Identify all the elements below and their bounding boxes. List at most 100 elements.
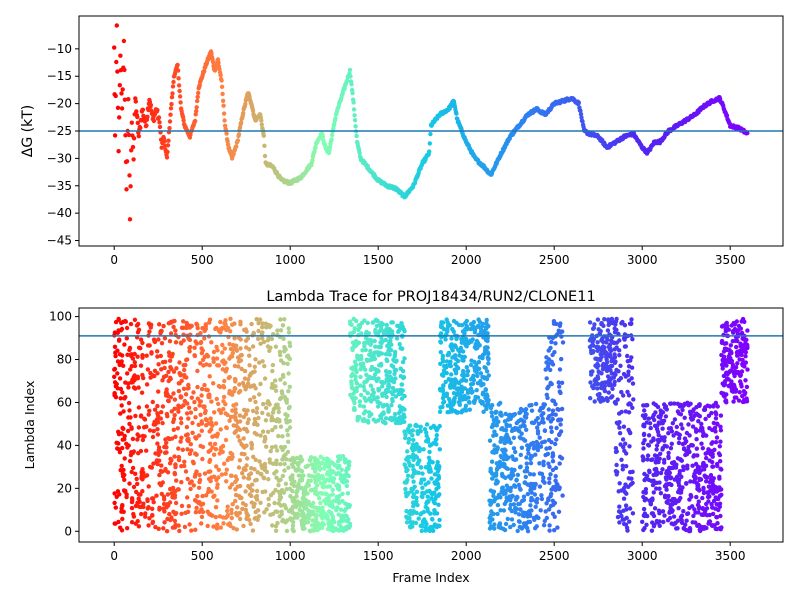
- lambda-point: [504, 499, 509, 504]
- lambda-point: [246, 417, 251, 422]
- lambda-point: [613, 359, 618, 364]
- lambda-point: [455, 386, 460, 391]
- lambda-point: [629, 355, 634, 360]
- delta-g-point: [157, 124, 163, 130]
- lambda-point: [710, 440, 715, 445]
- lambda-point: [135, 519, 140, 524]
- lambda-point: [654, 447, 659, 452]
- lambda-point: [182, 463, 187, 469]
- lambda-point: [389, 403, 394, 408]
- delta-g-point: [148, 102, 154, 108]
- lambda-point: [498, 410, 503, 415]
- delta-g-point: [351, 100, 356, 105]
- delta-g-point: [350, 90, 355, 96]
- lambda-point: [384, 357, 389, 362]
- lambda-point: [337, 493, 342, 499]
- lambda-point: [625, 528, 630, 533]
- lambda-point: [178, 439, 183, 444]
- lambda-point: [541, 411, 546, 416]
- lambda-point: [230, 452, 235, 457]
- lambda-point: [405, 454, 411, 460]
- lambda-point: [605, 398, 610, 403]
- lambda-point: [325, 469, 331, 475]
- lambda-point: [663, 414, 669, 419]
- lambda-point: [262, 376, 268, 381]
- delta-g-point: [122, 97, 128, 102]
- delta-g-point: [195, 94, 200, 100]
- lambda-point: [677, 436, 682, 441]
- delta-g-point: [313, 144, 318, 150]
- lambda-point: [313, 505, 318, 510]
- delta-g-point: [178, 100, 183, 105]
- lambda-point: [406, 510, 412, 516]
- lambda-point: [596, 327, 601, 332]
- lambda-point: [238, 495, 243, 501]
- lambda-point: [194, 505, 199, 511]
- lambda-point: [550, 352, 555, 358]
- lambda-point: [527, 403, 532, 408]
- lambda-point: [360, 417, 365, 423]
- lambda-point: [438, 405, 443, 410]
- lambda-point: [521, 437, 526, 442]
- delta-g-point: [122, 67, 127, 73]
- lambda-point: [138, 413, 144, 418]
- lambda-point: [376, 386, 381, 392]
- lambda-point: [399, 382, 405, 387]
- lambda-point: [541, 459, 546, 464]
- lambda-point: [219, 445, 224, 450]
- lambda-point: [553, 341, 558, 346]
- delta-g-point: [348, 74, 353, 79]
- lambda-point: [366, 331, 372, 336]
- lambda-point: [549, 339, 554, 345]
- lambda-point: [674, 424, 679, 430]
- lambda-point: [437, 464, 442, 469]
- lambda-point: [140, 372, 145, 378]
- lambda-point: [131, 385, 137, 390]
- lambda-point: [173, 340, 179, 345]
- lambda-point: [369, 354, 374, 359]
- lambda-point: [628, 482, 634, 487]
- lambda-point: [619, 457, 624, 462]
- lambda-point: [502, 419, 508, 424]
- delta-g-point: [123, 133, 128, 138]
- lambda-point: [131, 514, 137, 519]
- lambda-point: [326, 495, 331, 500]
- lambda-point: [641, 527, 646, 533]
- lambda-point: [253, 399, 258, 405]
- lambda-point: [161, 501, 167, 507]
- lambda-point: [403, 486, 408, 492]
- lambda-point: [290, 473, 295, 478]
- lambda-point: [658, 470, 664, 476]
- lambda-point: [713, 416, 719, 421]
- delta-g-point: [167, 126, 172, 131]
- lambda-point: [136, 496, 141, 501]
- lambda-point: [334, 507, 339, 513]
- lambda-point: [124, 325, 130, 331]
- lambda-point: [154, 458, 160, 463]
- lambda-point: [494, 409, 499, 415]
- lambda-point: [553, 474, 558, 479]
- lambda-point: [448, 359, 453, 364]
- lambda-point: [250, 370, 255, 375]
- lambda-point: [169, 516, 174, 521]
- lambda-point: [262, 510, 267, 515]
- lambda-point: [236, 364, 241, 369]
- lambda-point: [215, 482, 220, 487]
- lambda-point: [285, 413, 290, 418]
- lambda-point: [507, 506, 513, 511]
- delta-g-point: [259, 118, 264, 123]
- lambda-point: [240, 443, 246, 448]
- lambda-point: [208, 416, 213, 421]
- lambda-point: [378, 361, 384, 366]
- lambda-point: [402, 393, 407, 399]
- lambda-point: [475, 381, 481, 386]
- lambda-point: [242, 426, 247, 432]
- lambda-point: [390, 379, 395, 384]
- lambda-point: [592, 399, 597, 404]
- lambda-point: [420, 471, 425, 476]
- lambda-point: [617, 348, 622, 353]
- lambda-point: [535, 425, 540, 430]
- lambda-point: [164, 373, 169, 378]
- lambda-point: [156, 526, 161, 531]
- delta-g-x-tick-label: 0: [110, 253, 118, 267]
